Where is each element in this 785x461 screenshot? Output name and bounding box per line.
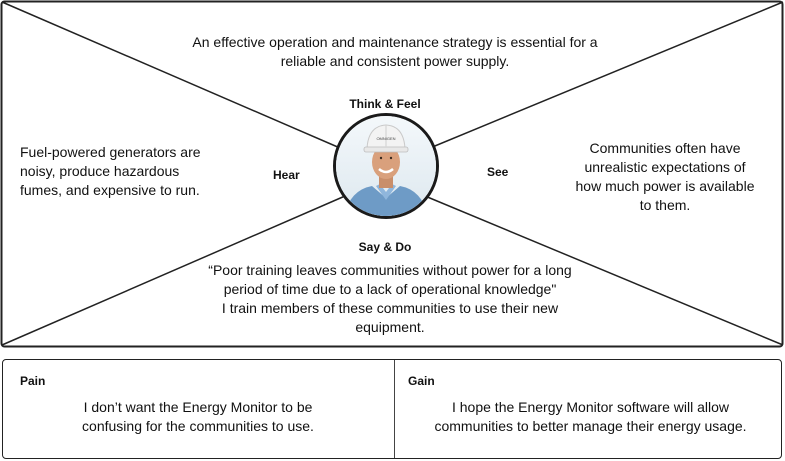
shirt-shape bbox=[344, 186, 428, 216]
gain-label: Gain bbox=[408, 374, 435, 388]
say-do-line-4: equipment. bbox=[355, 319, 425, 335]
say-do-line-2: period of time due to a lack of operatio… bbox=[223, 281, 557, 297]
see-line-1: Communities often have bbox=[589, 140, 741, 156]
diagonal-line-top-right bbox=[429, 1, 784, 149]
hear-line-2: noisy, produce hazardous bbox=[20, 163, 180, 179]
see-line-3: how much power is available bbox=[575, 178, 755, 194]
see-label: See bbox=[487, 165, 509, 179]
hear-line-3: fumes, and expensive to run. bbox=[20, 182, 200, 198]
persona-photo: OMNIGEN bbox=[336, 116, 436, 216]
see-line-4: to them. bbox=[639, 197, 691, 213]
pain-text: I don’t want the Energy Monitor to be co… bbox=[23, 398, 373, 436]
avatar: OMNIGEN bbox=[333, 113, 439, 219]
hear-label: Hear bbox=[273, 168, 300, 182]
diagonal-line-bottom-left bbox=[1, 195, 346, 346]
gain-line-2: communities to better manage their energ… bbox=[434, 418, 747, 434]
hear-text: Fuel-powered generators are noisy, produ… bbox=[20, 143, 230, 200]
smile-shape bbox=[378, 168, 394, 174]
diagonal-line-bottom-right bbox=[424, 195, 784, 346]
say-do-line-3: I train members of these communities to … bbox=[221, 300, 559, 316]
gain-line-1: I hope the Energy Monitor software will … bbox=[451, 399, 730, 415]
pain-label: Pain bbox=[20, 374, 46, 388]
say-do-label: Say & Do bbox=[358, 240, 412, 254]
pain-line-2: confusing for the communities to use. bbox=[82, 418, 314, 434]
pain-gain-divider bbox=[394, 360, 395, 458]
eye-right bbox=[389, 156, 393, 160]
think-feel-line-1: An effective operation and maintenance s… bbox=[192, 34, 598, 50]
diagonal-line-top-left bbox=[1, 1, 341, 149]
see-line-2: unrealistic expectations of bbox=[584, 159, 746, 175]
pain-line-1: I don’t want the Energy Monitor to be bbox=[83, 399, 313, 415]
think-feel-text: An effective operation and maintenance s… bbox=[150, 33, 640, 71]
gain-text: I hope the Energy Monitor software will … bbox=[403, 398, 778, 436]
think-feel-line-2: reliable and consistent power supply. bbox=[280, 53, 510, 69]
hardhat-label: OMNIGEN bbox=[376, 136, 395, 141]
think-feel-label: Think & Feel bbox=[349, 97, 421, 111]
empathy-map-border bbox=[0, 0, 784, 348]
empathy-map-frame bbox=[0, 0, 784, 348]
see-text: Communities often have unrealistic expec… bbox=[565, 139, 765, 215]
hardhat-brim bbox=[363, 146, 409, 153]
say-do-text: “Poor training leaves communities withou… bbox=[170, 261, 610, 337]
hear-line-1: Fuel-powered generators are bbox=[20, 144, 201, 160]
pain-gain-box: Pain I don’t want the Energy Monitor to … bbox=[2, 359, 782, 459]
eye-left bbox=[379, 156, 383, 160]
say-do-line-1: “Poor training leaves communities withou… bbox=[208, 262, 572, 278]
